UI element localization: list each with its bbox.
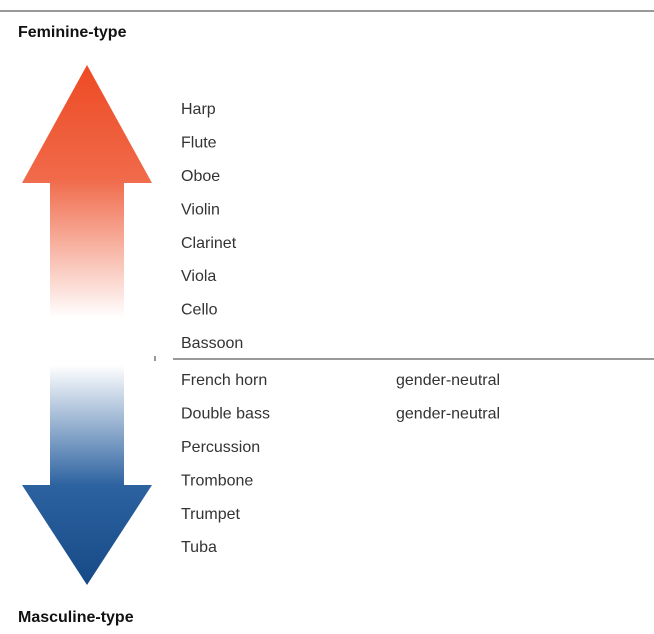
instrument-note: gender-neutral bbox=[396, 372, 500, 389]
instrument: Double bass bbox=[181, 406, 270, 423]
instrument: Percussion bbox=[181, 439, 260, 456]
instrument: Clarinet bbox=[181, 235, 237, 252]
instrument: Trumpet bbox=[181, 506, 241, 523]
instrument: Harp bbox=[181, 101, 216, 118]
instrument: Bassoon bbox=[181, 335, 243, 352]
instrument: Violin bbox=[181, 201, 220, 218]
instrument-note: gender-neutral bbox=[396, 406, 500, 423]
instrument: Trombone bbox=[181, 472, 253, 489]
instrument: Viola bbox=[181, 268, 216, 285]
instrument: Oboe bbox=[181, 168, 220, 185]
down-arrow bbox=[22, 365, 152, 585]
bottom-label: Masculine-type bbox=[18, 609, 134, 626]
instrument: French horn bbox=[181, 372, 267, 389]
up-arrow bbox=[22, 65, 152, 318]
instrument: Cello bbox=[181, 302, 218, 319]
instrument: Tuba bbox=[181, 539, 217, 556]
instrument: Flute bbox=[181, 135, 217, 152]
top-label: Feminine-type bbox=[18, 24, 127, 41]
